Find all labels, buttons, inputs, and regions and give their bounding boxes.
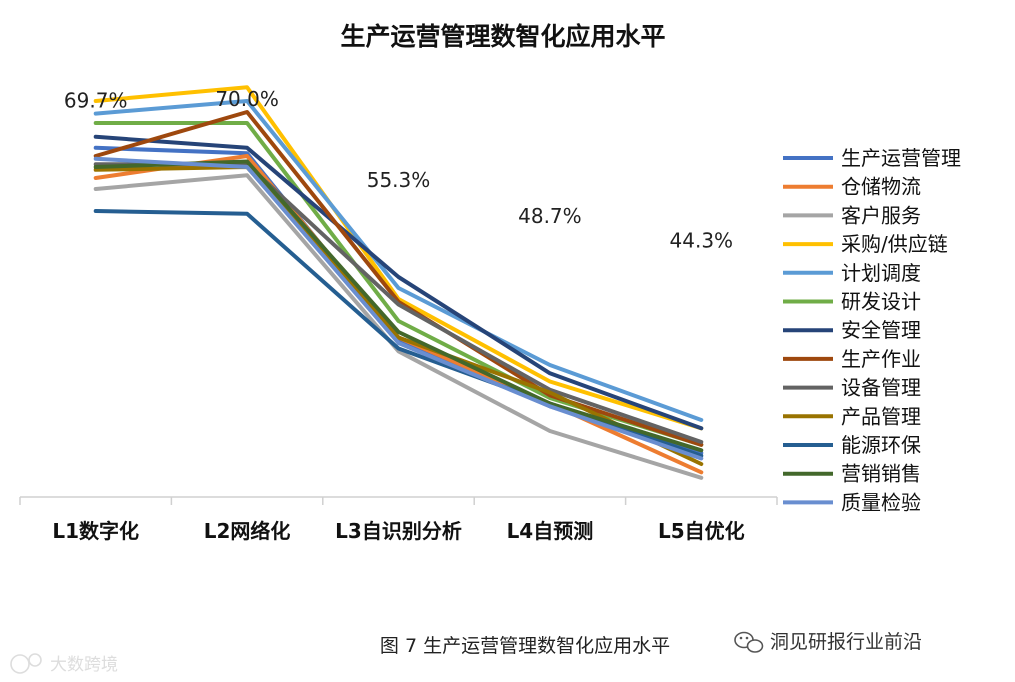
legend-label: 质量检验 (841, 490, 921, 514)
watermark-right-text: 洞见研报行业前沿 (770, 631, 922, 653)
legend-label: 设备管理 (841, 376, 921, 400)
legend-label: 客户服务 (841, 203, 921, 227)
series-line (93, 99, 704, 422)
wechat-watermark: 洞见研报行业前沿 (734, 631, 922, 653)
legend-item: 仓储物流 (783, 175, 921, 199)
legend-label: 安全管理 (841, 318, 921, 342)
x-tick-label: L4自预测 (507, 519, 594, 543)
data-label: 48.7% (518, 204, 582, 228)
legend-label: 生产作业 (841, 347, 921, 371)
legend-label: 采购/供应链 (841, 232, 948, 256)
series-line (93, 85, 704, 431)
legend: 生产运营管理仓储物流客户服务采购/供应链计划调度研发设计安全管理生产作业设备管理… (783, 146, 961, 514)
data-label: 70.0% (215, 87, 279, 111)
series-line (93, 173, 704, 480)
series-lines (93, 85, 704, 480)
legend-item: 生产作业 (783, 347, 921, 371)
legend-label: 仓储物流 (841, 175, 921, 199)
brand-logo-icon (10, 653, 42, 674)
legend-label: 研发设计 (841, 290, 921, 314)
legend-item: 设备管理 (783, 376, 921, 400)
wechat-icon (734, 631, 764, 653)
watermark-left-text: 大数跨境 (50, 655, 118, 675)
legend-item: 能源环保 (783, 433, 921, 457)
x-tick-label: L5自优化 (658, 519, 745, 543)
legend-item: 质量检验 (783, 490, 921, 514)
legend-item: 客户服务 (783, 203, 921, 227)
legend-label: 产品管理 (841, 404, 921, 428)
data-label: 44.3% (670, 228, 734, 252)
figure-caption: 图 7 生产运营管理数智化应用水平 (380, 635, 670, 657)
x-axis-tick-marks (19, 497, 778, 505)
legend-item: 计划调度 (783, 261, 921, 285)
legend-item: 生产运营管理 (783, 146, 961, 170)
chart-title: 生产运营管理数智化应用水平 (340, 22, 665, 51)
series-line (93, 156, 704, 461)
x-tick-label: L3自识别分析 (335, 519, 462, 543)
legend-item: 安全管理 (783, 318, 921, 342)
data-label: 55.3% (367, 168, 431, 192)
legend-label: 营销销售 (841, 462, 921, 486)
series-line (93, 165, 704, 466)
series-line (93, 134, 704, 431)
x-axis-labels: L1数字化 L2网络化 L3自识别分析 L4自预测 L5自优化 (52, 519, 744, 543)
legend-label: 能源环保 (841, 433, 921, 457)
legend-item: 采购/供应链 (783, 232, 948, 256)
legend-item: 研发设计 (783, 290, 921, 314)
x-tick-label: L2网络化 (204, 519, 291, 543)
x-tick-label: L1数字化 (52, 519, 139, 543)
legend-item: 产品管理 (783, 404, 921, 428)
legend-item: 营销销售 (783, 462, 921, 486)
data-label: 69.7% (64, 89, 128, 113)
data-labels: 69.7% 70.0% 55.3% 48.7% 44.3% (64, 87, 733, 252)
legend-label: 计划调度 (841, 261, 921, 285)
corner-watermark: 大数跨境 (10, 653, 118, 675)
legend-label: 生产运营管理 (841, 146, 961, 170)
